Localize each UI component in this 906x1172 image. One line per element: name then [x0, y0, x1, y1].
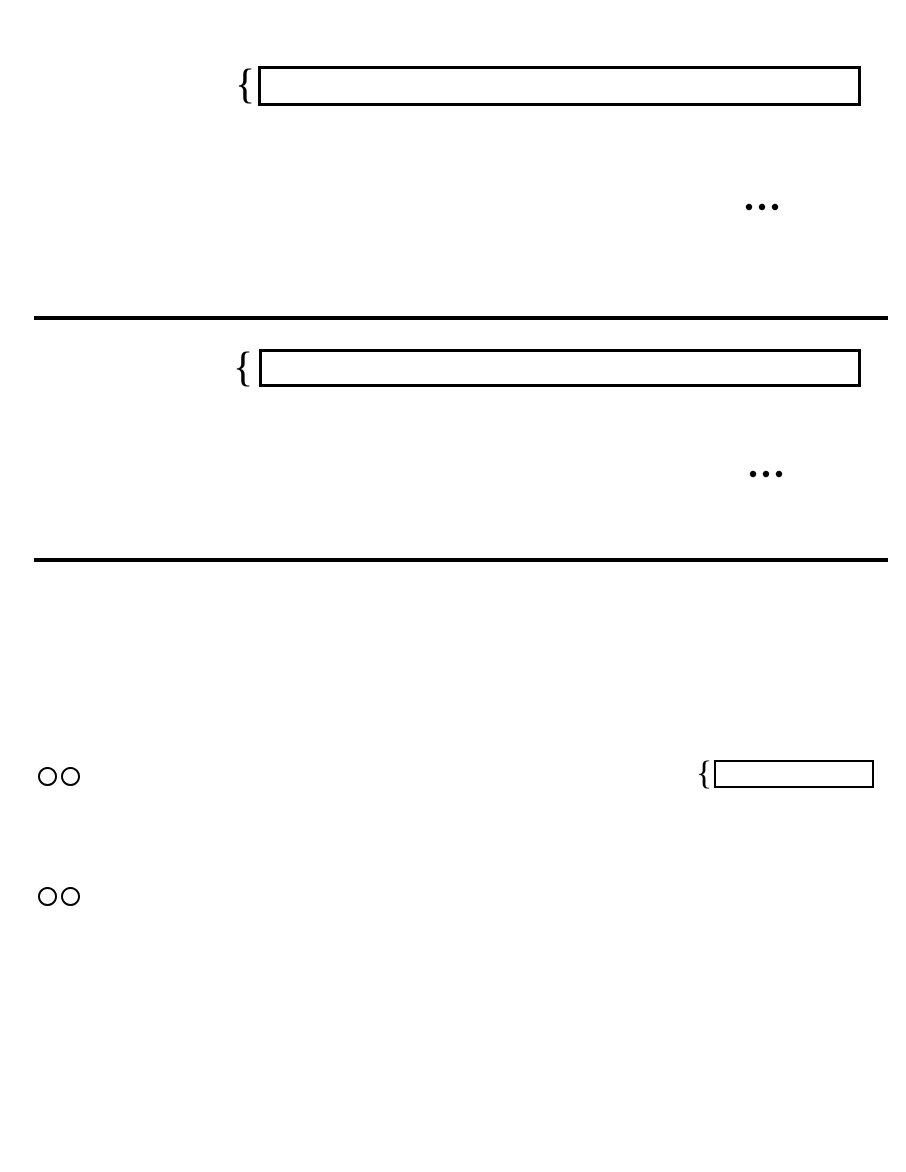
- circled-b-inline-1: [61, 767, 80, 786]
- section-rule-1: [34, 316, 888, 320]
- core-disk-function-chart: [404, 578, 874, 728]
- f3-brace-icon: {: [696, 755, 713, 792]
- figure-caption: [0, 1131, 906, 1153]
- step-etc-dots-icon: [745, 203, 779, 211]
- core-paragraph2-line2: [36, 886, 82, 908]
- circled-a-inline-1: [38, 767, 57, 786]
- step-function-chart: [250, 136, 870, 306]
- f3-result-chart: [250, 940, 720, 1115]
- ramp-etc-dots-icon: [749, 470, 783, 478]
- ramp-statement-box[interactable]: [259, 349, 861, 387]
- circled-a-inline-2: [38, 887, 57, 906]
- ramp-brace-icon: {: [233, 345, 254, 391]
- circled-b-inline-2: [61, 887, 80, 906]
- f3-statement-box[interactable]: [714, 760, 874, 788]
- step-statement-box[interactable]: [258, 66, 861, 106]
- section-rule-2: [34, 558, 888, 562]
- core-paragraph1-line2: [36, 766, 82, 788]
- step-brace-icon: {: [235, 62, 256, 108]
